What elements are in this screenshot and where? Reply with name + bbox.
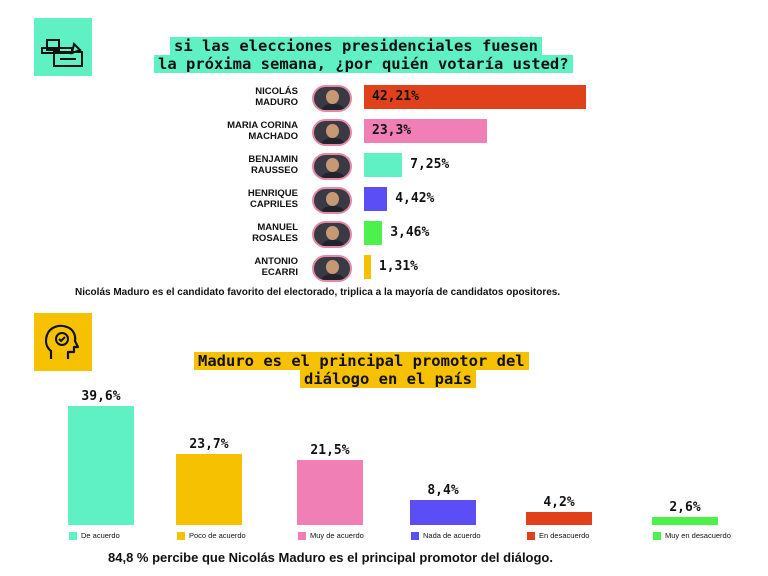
candidate-bar-0 — [364, 85, 586, 109]
candidate-name-line2-1: MACHADO — [248, 131, 298, 142]
legend-swatch-2 — [298, 531, 306, 540]
legend-label-1: Poco de acuerdo — [189, 531, 246, 540]
chart2-title-line1-text: Maduro es el principal promotor del — [194, 352, 529, 370]
candidate-bar-3 — [364, 187, 388, 211]
candidate-name-line1-4: MANUEL — [257, 222, 298, 233]
legend-item-3: Nada de acuerdo — [411, 531, 481, 540]
legend-label-3: Nada de acuerdo — [423, 531, 481, 540]
candidate-name-0: NICOLÁS MADURO — [168, 86, 298, 108]
legend-item-4: En desacuerdo — [527, 531, 589, 540]
candidate-name-1: MARIA CORINA MACHADO — [168, 120, 298, 142]
ballot-box-icon-graphic — [34, 18, 92, 76]
legend-label-5: Muy en desacuerdo — [665, 531, 731, 540]
dialogue-value-2: 21,5% — [310, 443, 350, 459]
chart1-title-line1: si las elecciones presidenciales fuesen — [170, 37, 542, 55]
legend-label-0: De acuerdo — [81, 531, 120, 540]
chart1-title-line2: la próxima semana, ¿por quién votaría us… — [154, 55, 573, 73]
ballot-box-icon — [34, 18, 92, 76]
candidate-name-5: ANTONIO ECARRI — [168, 256, 298, 278]
candidate-photo-0 — [312, 85, 352, 112]
candidate-value-4: 3,46% — [390, 225, 430, 240]
legend-item-5: Muy en desacuerdo — [653, 531, 731, 540]
candidate-bar-2 — [364, 153, 403, 177]
dialogue-bar-4 — [526, 512, 592, 525]
candidate-bar-5 — [364, 255, 371, 279]
dialogue-bar-5 — [652, 517, 718, 525]
legend-item-1: Poco de acuerdo — [177, 531, 246, 540]
legend-swatch-4 — [527, 531, 535, 540]
head-checkmark-icon — [34, 313, 92, 371]
chart2-title-line2-text: diálogo en el país — [300, 370, 476, 388]
legend-swatch-5 — [653, 531, 661, 540]
dialogue-bar-3 — [410, 499, 476, 525]
candidate-name-line1-5: ANTONIO — [254, 256, 298, 267]
candidate-photo-1 — [312, 119, 352, 146]
legend-item-0: De acuerdo — [69, 531, 120, 540]
dialogue-value-1: 23,7% — [189, 436, 229, 452]
candidate-name-line1-1: MARIA CORINA — [227, 120, 298, 131]
legend-swatch-0 — [69, 531, 77, 540]
chart1-title-line2-text: la próxima semana, ¿por quién votaría us… — [154, 55, 573, 73]
chart2-note: 84,8 % percibe que Nicolás Maduro es el … — [108, 550, 553, 565]
candidate-photo-4 — [312, 221, 352, 248]
dialogue-bar-0 — [68, 406, 134, 525]
candidate-name-line1-0: NICOLÁS — [255, 86, 298, 97]
chart2-title-line2: diálogo en el país — [300, 370, 476, 388]
legend-label-4: En desacuerdo — [539, 531, 590, 540]
chart2-title-line1: Maduro es el principal promotor del — [194, 352, 529, 370]
chart1-note: Nicolás Maduro es el candidato favorito … — [75, 287, 561, 298]
candidate-name-4: MANUEL ROSALES — [168, 222, 298, 244]
candidate-name-line2-4: ROSALES — [252, 233, 298, 244]
candidate-value-2: 7,25% — [410, 157, 450, 172]
dialogue-bar-2 — [297, 460, 363, 525]
candidate-value-5: 1,31% — [378, 259, 419, 274]
dialogue-bar-1 — [176, 453, 242, 525]
candidate-name-line1-3: HENRIQUE — [247, 188, 298, 199]
candidate-name-2: BENJAMIN RAUSSEO — [168, 154, 298, 176]
candidate-name-line2-3: CAPRILES — [249, 199, 298, 210]
candidate-name-line2-2: RAUSSEO — [251, 165, 298, 176]
candidate-value-0: 42,21% — [372, 89, 419, 104]
candidate-name-line2-0: MADURO — [255, 97, 298, 108]
dialogue-value-0: 39,6% — [81, 389, 121, 404]
dialogue-value-3: 8,4% — [427, 482, 459, 498]
legend-swatch-3 — [411, 531, 419, 540]
candidate-name-line1-2: BENJAMIN — [248, 154, 298, 165]
dialogue-value-4: 4,2% — [543, 495, 575, 511]
candidate-bar-4 — [364, 221, 383, 245]
candidate-value-3: 4,42% — [395, 191, 435, 206]
head-checkmark-icon-graphic — [34, 313, 92, 371]
candidate-photo-3 — [312, 187, 352, 214]
legend-label-2: Muy de acuerdo — [310, 531, 364, 540]
legend-swatch-1 — [177, 531, 185, 540]
candidate-bar-1 — [364, 119, 487, 143]
dialogue-value-5: 2,6% — [669, 500, 701, 516]
candidate-photo-2 — [312, 153, 352, 180]
legend-item-2: Muy de acuerdo — [298, 531, 364, 540]
candidate-photo-5 — [312, 255, 352, 282]
chart1-title-line1-text: si las elecciones presidenciales fuesen — [170, 37, 542, 55]
candidate-value-1: 23,3% — [372, 123, 412, 138]
candidate-name-line2-5: ECARRI — [261, 267, 298, 278]
candidate-name-3: HENRIQUE CAPRILES — [168, 188, 298, 210]
